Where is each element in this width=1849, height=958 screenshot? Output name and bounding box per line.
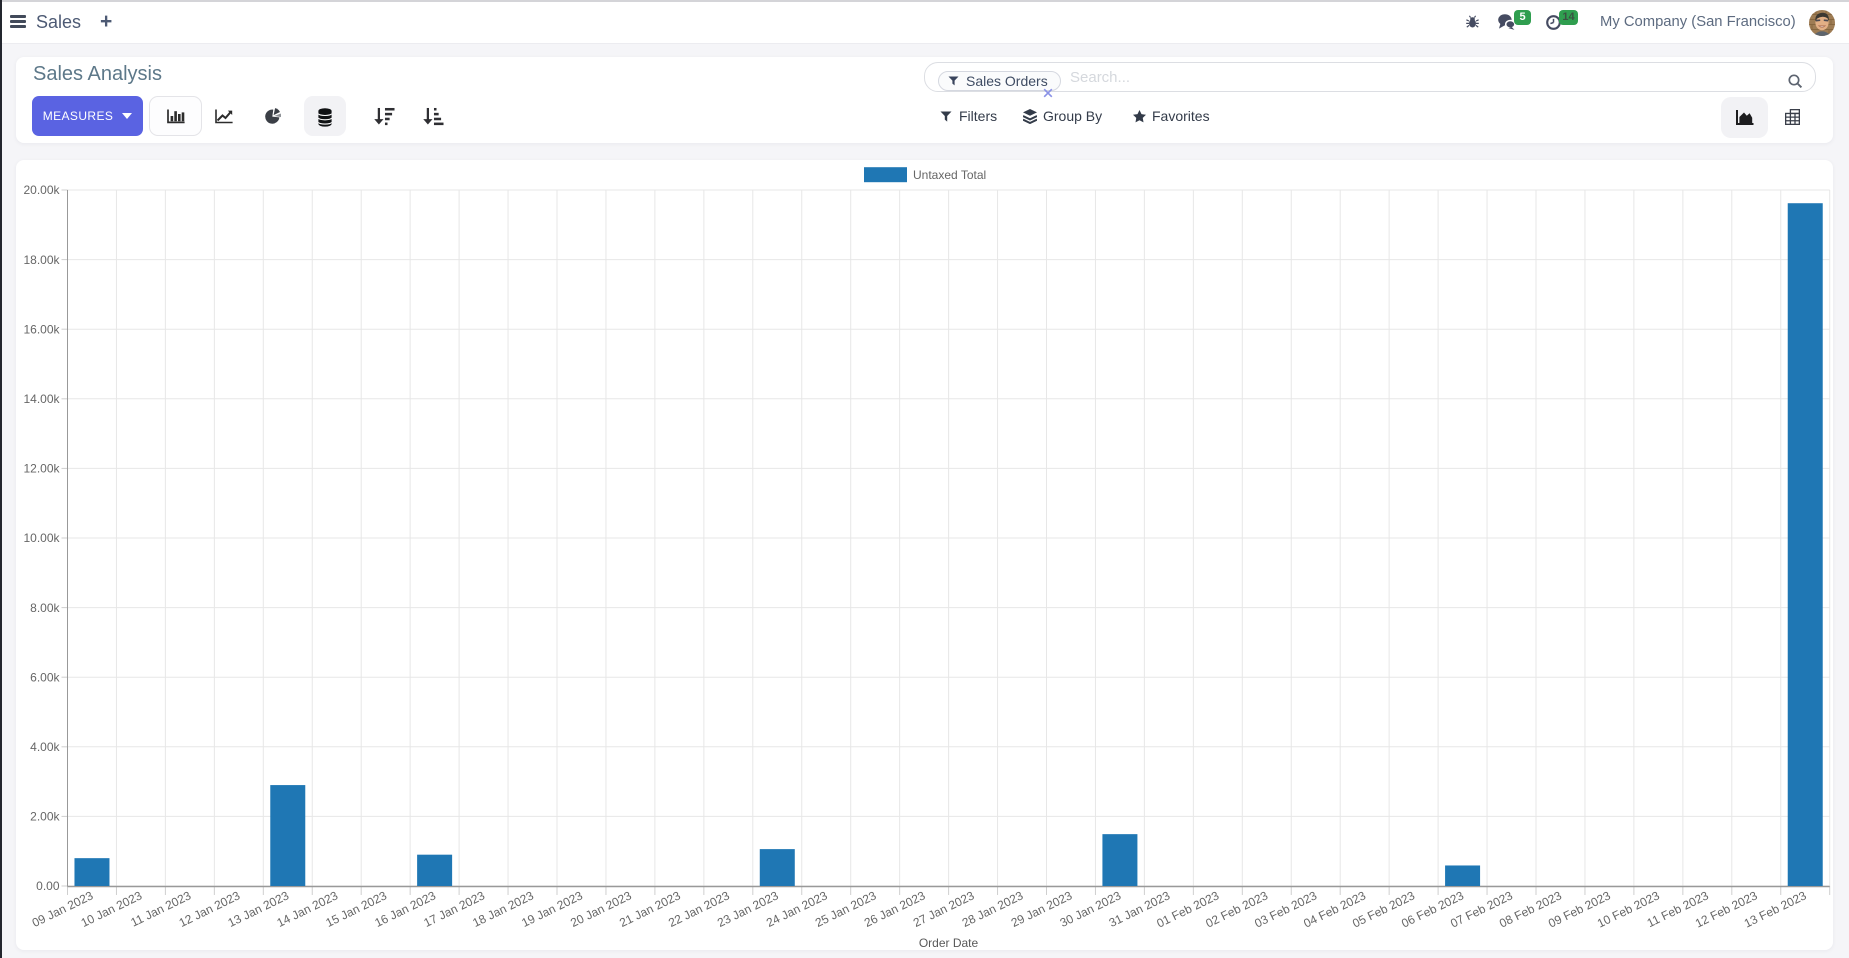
svg-text:0.00: 0.00 bbox=[36, 879, 60, 893]
svg-text:14.00k: 14.00k bbox=[23, 392, 60, 406]
svg-text:18.00k: 18.00k bbox=[23, 253, 60, 267]
svg-text:Order Date: Order Date bbox=[919, 936, 979, 950]
svg-text:6.00k: 6.00k bbox=[30, 670, 60, 684]
svg-text:8.00k: 8.00k bbox=[30, 601, 60, 615]
svg-text:2.00k: 2.00k bbox=[30, 810, 60, 824]
svg-text:20.00k: 20.00k bbox=[23, 183, 60, 197]
svg-text:4.00k: 4.00k bbox=[30, 740, 60, 754]
svg-text:12.00k: 12.00k bbox=[23, 462, 60, 476]
svg-text:10.00k: 10.00k bbox=[23, 531, 60, 545]
svg-text:Untaxed Total: Untaxed Total bbox=[913, 168, 986, 182]
svg-text:16.00k: 16.00k bbox=[23, 322, 60, 336]
